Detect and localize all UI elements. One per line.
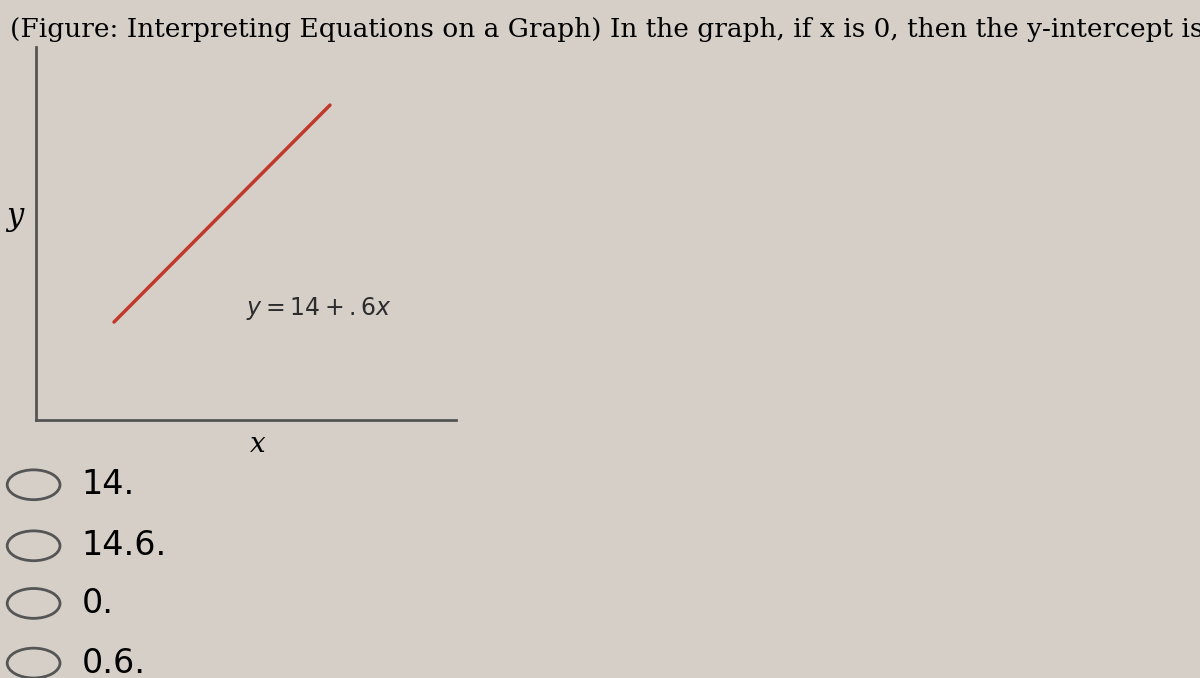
- Text: (Figure: Interpreting Equations on a Graph) In the graph, if x is 0, then the y-: (Figure: Interpreting Equations on a Gra…: [10, 17, 1200, 42]
- Text: 0.6.: 0.6.: [82, 647, 145, 678]
- Text: $y = 14 + .6x$: $y = 14 + .6x$: [246, 295, 392, 322]
- Text: 14.: 14.: [82, 468, 134, 501]
- Text: y: y: [6, 201, 23, 233]
- Text: 0.: 0.: [82, 587, 114, 620]
- Text: 14.6.: 14.6.: [82, 530, 167, 562]
- Text: x: x: [250, 431, 266, 458]
